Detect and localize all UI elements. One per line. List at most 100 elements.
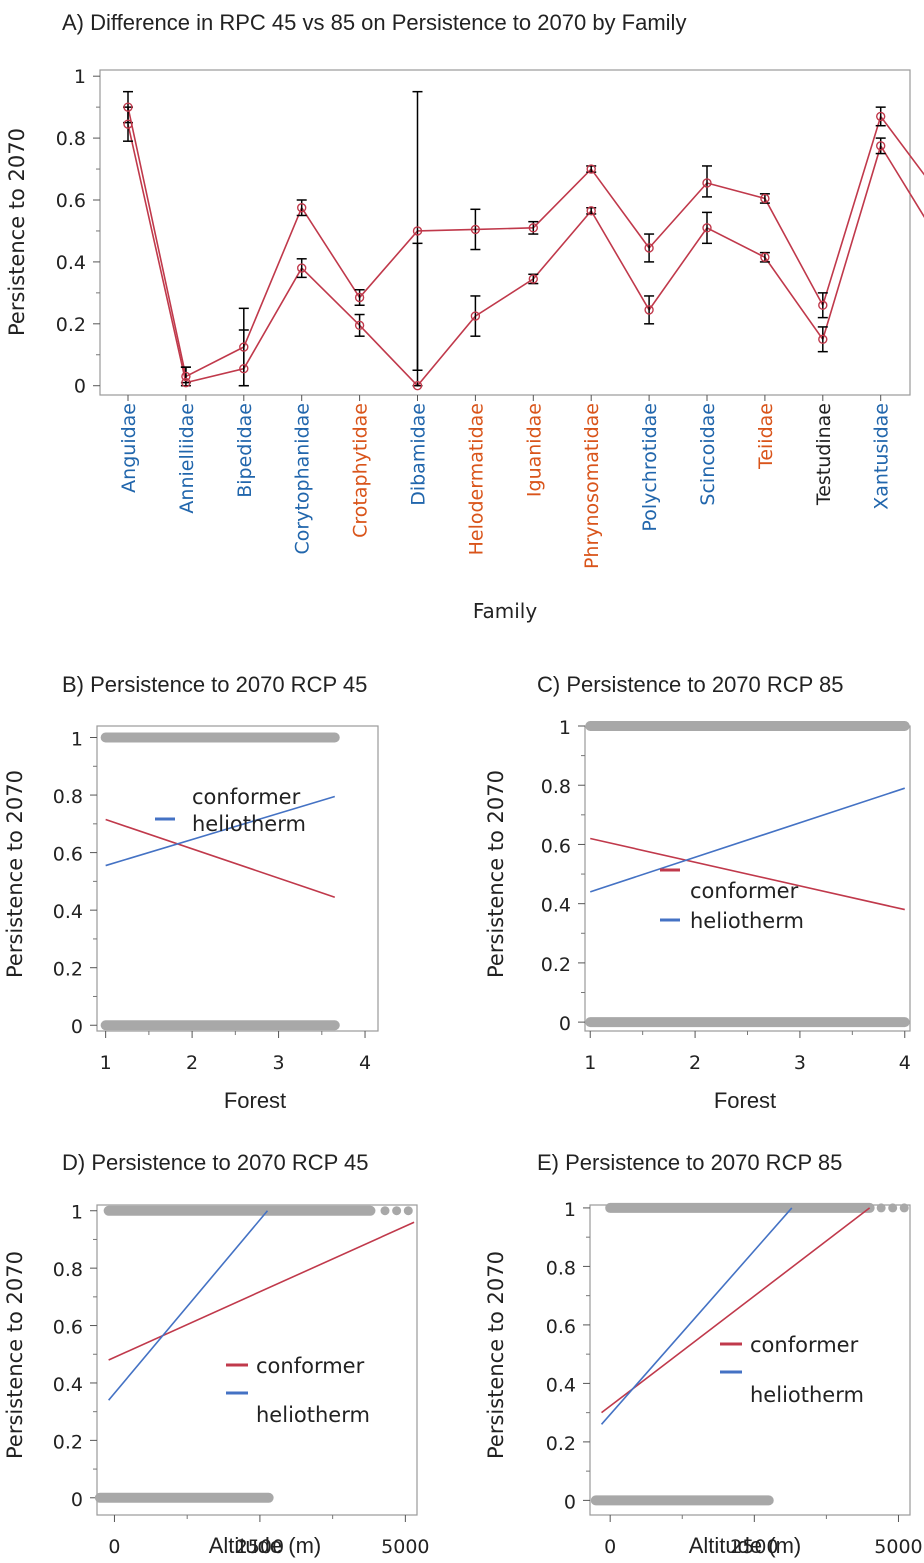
panel-c-legend-heliotherm: heliotherm	[690, 909, 804, 933]
panel-b-xtick-label: 4	[359, 1052, 371, 1074]
panel-b-ytick-label: 0.4	[53, 901, 83, 923]
panel-d-frame	[96, 1204, 418, 1516]
panel-d-ylabel: Persistence to 2070	[3, 1251, 27, 1459]
panel-b-axes: 0 0.2 0.4 0.6 0.8 1 1 2 3 4	[53, 729, 371, 1074]
panel-d-point	[380, 1206, 390, 1216]
panel-a-category-label: Corytophanidae	[292, 403, 314, 554]
panel-e-title: E) Persistence to 2070 RCP 85	[537, 1150, 842, 1175]
panel-d-legend-heliotherm: heliotherm	[256, 1403, 370, 1427]
panel-c-ytick-label: 0.6	[541, 835, 571, 857]
panel-c-legend: conformer heliotherm	[660, 868, 804, 933]
panel-c-ytick-label: 0.2	[541, 954, 571, 976]
panel-e-ytick-label: 0.2	[546, 1433, 576, 1455]
panel-b-legend: conformer heliotherm	[155, 785, 306, 836]
panel-a-category-label: Polychrotidae	[639, 403, 661, 532]
panel-d-ytick-label: 0.4	[53, 1374, 83, 1396]
panel-a-category-label: Anguidae	[118, 403, 140, 493]
panel-c-ytick-label: 0	[559, 1013, 571, 1035]
panel-a-point	[239, 342, 249, 352]
panel-a-point	[354, 320, 365, 331]
panel-a-point	[702, 178, 712, 188]
panel-d-xtick-label: 2500	[236, 1536, 284, 1558]
panel-d-xtick-label: 5000	[381, 1536, 429, 1558]
panel-d-ytick-label: 0.6	[53, 1317, 83, 1339]
panel-a-point	[123, 102, 133, 112]
panel-c-xtick-label: 1	[584, 1052, 596, 1074]
panel-a-ytick-label: 0	[74, 376, 86, 398]
panel-a-point	[876, 141, 886, 151]
panel-c-xlabel: Forest	[714, 1088, 776, 1113]
panel-a-point	[644, 243, 654, 253]
panel-b: B) Persistence to 2070 RCP 45 Persistenc…	[3, 672, 379, 1113]
panel-e-ytick-label: 1	[564, 1199, 576, 1221]
panel-a-ytick-label: 0.8	[56, 128, 86, 150]
panel-b-ytick-label: 0.2	[53, 959, 83, 981]
panel-c-ytick-label: 0.8	[541, 776, 571, 798]
panel-c-xtick-label: 4	[899, 1052, 911, 1074]
panel-a-point	[528, 274, 538, 284]
panel-b-ytick-label: 0	[71, 1016, 83, 1038]
panel-e-frame	[589, 1204, 911, 1516]
panel-d-fit-lines	[108, 1210, 415, 1401]
panel-d-ytick-label: 0.8	[53, 1259, 83, 1281]
panel-b-xtick-label: 3	[273, 1052, 285, 1074]
panel-a-point	[586, 206, 596, 216]
panel-a-point	[181, 371, 191, 382]
panel-a-series	[127, 106, 924, 387]
panel-a-ytick-label: 0.6	[56, 190, 86, 212]
panel-d-xlabel: Altitude (m)	[209, 1533, 321, 1558]
panel-c-title: C) Persistence to 2070 RCP 85	[537, 672, 844, 697]
panel-e-legend-conformer: conformer	[750, 1333, 859, 1357]
panel-a-category-label: Iguanidae	[523, 403, 545, 497]
panel-e-xtick-label: 2500	[730, 1536, 778, 1558]
panel-a-category-label: Dibamidae	[408, 403, 430, 506]
panel-a-category-label: Testudinae	[813, 403, 835, 506]
panel-a-category-label: Bipedidae	[234, 403, 256, 498]
panel-a-point	[412, 226, 423, 236]
panel-b-ytick-label: 0.8	[53, 786, 83, 808]
panel-c-fit-line-heliotherm	[589, 787, 906, 893]
panel-a-frame	[99, 69, 911, 396]
panel-a-point	[412, 381, 423, 391]
panel-e-legend: conformer heliotherm	[720, 1333, 864, 1407]
panel-d-ytick-label: 0	[71, 1489, 83, 1511]
panel-b-title: B) Persistence to 2070 RCP 45	[62, 672, 367, 697]
panel-d-point	[403, 1206, 413, 1216]
panel-d-axes: 0 0.2 0.4 0.6 0.8 1 0 2500 5000	[53, 1202, 430, 1558]
panel-a: A) Difference in RPC 45 vs 85 on Persist…	[5, 10, 924, 623]
panel-e-legend-heliotherm: heliotherm	[750, 1383, 864, 1407]
panel-a-point	[297, 203, 307, 213]
panel-e-point	[899, 1203, 909, 1213]
panel-d-ytick-label: 0.2	[53, 1431, 83, 1453]
panel-a-point	[181, 377, 191, 388]
panel-d-ytick-label: 1	[71, 1202, 83, 1224]
panel-a-category-label: Xantusidae	[871, 403, 893, 510]
panel-e-fit-lines	[600, 1207, 871, 1425]
panel-b-frame	[96, 725, 379, 1032]
panel-d: D) Persistence to 2070 RCP 45 Persistenc…	[3, 1150, 430, 1558]
panel-a-category-label: Annielliidae	[176, 403, 198, 514]
panel-b-ylabel: Persistence to 2070	[3, 770, 27, 978]
panel-e-ylabel: Persistence to 2070	[484, 1251, 508, 1459]
panel-d-title: D) Persistence to 2070 RCP 45	[62, 1150, 369, 1175]
panel-e-fit-line-heliotherm	[600, 1207, 793, 1425]
panel-a-error-bars	[123, 90, 886, 387]
panel-e-ytick-label: 0.4	[546, 1374, 576, 1396]
panel-e-point	[876, 1203, 886, 1213]
panel-c-axes: 0 0.2 0.4 0.6 0.8 1 1 2 3 4	[541, 717, 911, 1074]
panel-a-point	[528, 223, 538, 233]
panel-c-fit-lines	[589, 787, 906, 911]
panel-e-points	[590, 1202, 909, 1506]
panel-b-fit-line-conformer	[105, 818, 336, 898]
panel-d-fit-line-conformer	[108, 1221, 415, 1361]
panel-c-legend-conformer: conformer	[690, 879, 799, 903]
panel-a-point	[818, 334, 828, 344]
panel-c-points	[585, 721, 910, 1028]
panel-a-point	[644, 305, 654, 315]
panel-c-ytick-label: 1	[559, 717, 571, 739]
panel-d-fit-line-heliotherm	[108, 1210, 269, 1401]
panel-b-points	[100, 732, 340, 1031]
panel-e-axes: 0 0.2 0.4 0.6 0.8 1 0 2500 5000	[546, 1199, 923, 1558]
panel-a-category-label: Crotaphytidae	[350, 403, 372, 538]
